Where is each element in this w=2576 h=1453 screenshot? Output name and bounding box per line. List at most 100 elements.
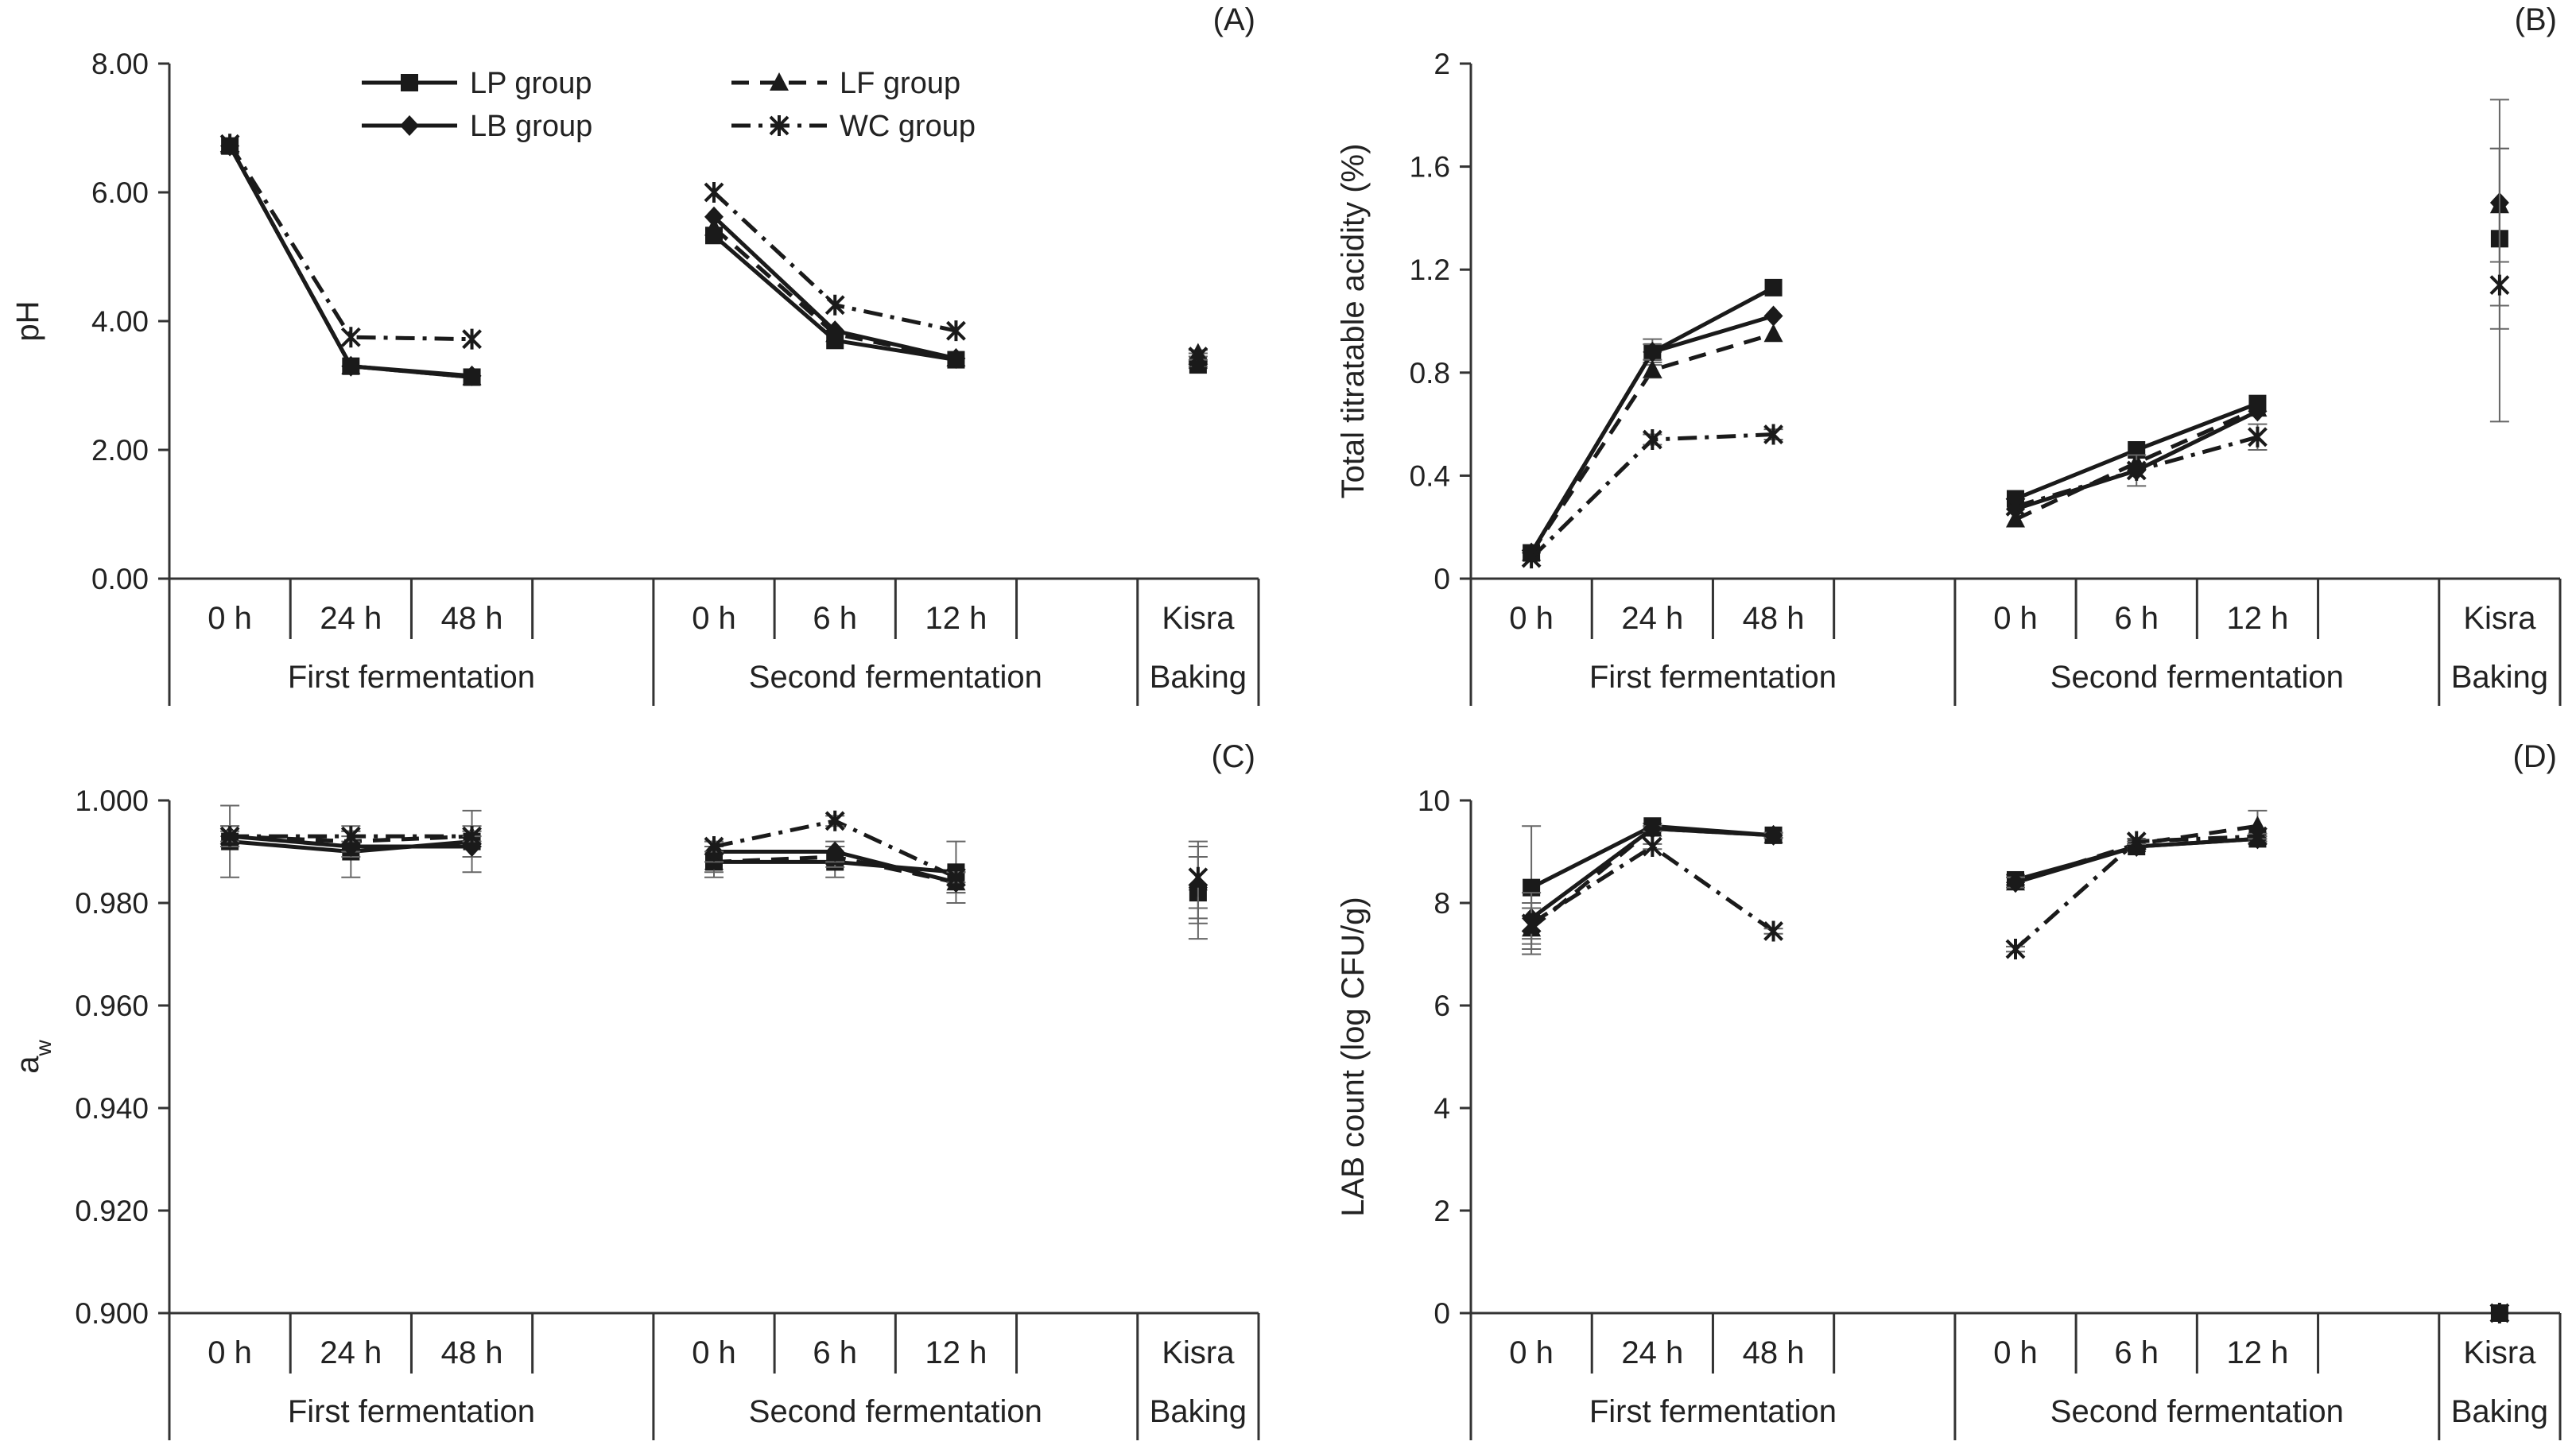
x-tick-label: 24 h — [1621, 601, 1683, 636]
panel-label: (C) — [1211, 739, 1255, 774]
data-point — [946, 320, 966, 342]
data-point — [946, 866, 966, 888]
x-tick-label: 24 h — [320, 1335, 382, 1370]
x-group-label: First fermentation — [1589, 1394, 1837, 1429]
panel-label: (D) — [2512, 739, 2557, 774]
data-point — [2489, 274, 2510, 296]
y-tick-label: 0.4 — [1410, 459, 1450, 492]
y-axis-label: aw — [10, 1039, 56, 1073]
panel-label: (B) — [2515, 2, 2557, 37]
legend-swatch-marker — [770, 72, 789, 91]
series-line — [2014, 406, 2259, 521]
data-point — [1188, 866, 1208, 888]
data-point — [2005, 496, 2026, 517]
y-tick-label: 2.00 — [91, 434, 149, 467]
y-tick-label: 2 — [1433, 48, 1450, 80]
data-point — [340, 327, 361, 348]
y-tick-label: 0 — [1433, 1297, 1450, 1330]
x-tick-label: Kisra — [1162, 1335, 1235, 1370]
data-point — [2006, 872, 2025, 893]
y-tick-label: 4.00 — [91, 305, 149, 338]
data-point — [704, 836, 724, 858]
data-point — [1643, 359, 1662, 378]
data-point — [219, 134, 240, 155]
x-tick-label: 48 h — [441, 601, 503, 636]
x-tick-label: 0 h — [208, 601, 252, 636]
x-tick-label: 0 h — [208, 1335, 252, 1370]
y-tick-label: 6.00 — [91, 176, 149, 209]
x-tick-label: 48 h — [441, 1335, 503, 1370]
y-tick-label: 6 — [1433, 990, 1450, 1022]
y-tick-label: 0.940 — [75, 1092, 149, 1125]
x-tick-label: 12 h — [2227, 1335, 2289, 1370]
legend-swatch-marker — [401, 74, 418, 91]
data-point — [1763, 824, 1783, 846]
data-point — [1763, 305, 1783, 327]
x-group-label: Second fermentation — [749, 1394, 1042, 1429]
series-line — [1530, 844, 1775, 933]
y-tick-label: 0.900 — [75, 1297, 149, 1330]
y-tick-label: 8.00 — [91, 48, 149, 80]
x-group-label: Second fermentation — [749, 660, 1042, 695]
data-point — [946, 347, 966, 369]
y-tick-label: 0.00 — [91, 563, 149, 595]
data-point — [2489, 1303, 2510, 1323]
x-group-label: First fermentation — [288, 1394, 535, 1429]
x-tick-label: 0 h — [1509, 1335, 1554, 1370]
x-group-label: Baking — [2451, 660, 2548, 695]
data-point — [462, 826, 482, 847]
legend-swatch-marker — [400, 115, 419, 136]
x-group-label: Second fermentation — [2050, 1394, 2344, 1429]
x-tick-label: 0 h — [1509, 601, 1554, 636]
series-line — [1530, 331, 1775, 554]
x-tick-label: Kisra — [2463, 601, 2536, 636]
data-point — [704, 182, 724, 203]
series-line — [227, 142, 472, 342]
x-tick-label: 0 h — [692, 1335, 736, 1370]
data-point — [824, 294, 845, 316]
data-point — [1763, 324, 1783, 343]
data-point — [2248, 826, 2268, 847]
data-point — [1763, 920, 1783, 942]
y-tick-label: 0.8 — [1410, 357, 1450, 389]
x-group-label: First fermentation — [1589, 660, 1837, 695]
panel-label: (A) — [1213, 2, 1255, 37]
y-axis-label: pH — [10, 300, 45, 341]
x-tick-label: 12 h — [925, 601, 987, 636]
panel-c: 0.900 0.920 0.940 0.960 0.980 1.000 aw 0 h 24 h 4… — [10, 739, 1260, 1440]
x-tick-label: Kisra — [1162, 601, 1235, 636]
data-point — [2005, 939, 2026, 960]
y-tick-label: 0.920 — [75, 1195, 149, 1227]
x-tick-label: 48 h — [1743, 601, 1805, 636]
panel-b: 0 0.4 0.8 1.2 1.6 2 Total titratable acidity (… — [1336, 2, 2562, 706]
y-tick-label: 4 — [1433, 1092, 1450, 1125]
x-tick-label: 0 h — [692, 601, 736, 636]
data-point — [1643, 818, 1662, 839]
data-point — [1764, 278, 1783, 296]
y-axis-label-main: a — [10, 1056, 45, 1074]
y-tick-label: 1.2 — [1410, 254, 1450, 286]
x-tick-label: 6 h — [813, 601, 857, 636]
data-point — [704, 206, 724, 227]
x-tick-label: 48 h — [1743, 1335, 1805, 1370]
y-tick-label: 0.980 — [75, 887, 149, 920]
y-tick-label: 2 — [1433, 1195, 1450, 1227]
y-tick-label: 0.960 — [75, 990, 149, 1022]
data-point — [341, 355, 361, 377]
data-point — [1521, 912, 1542, 934]
legend-label: LP group — [470, 67, 592, 100]
data-point — [462, 328, 482, 350]
y-tick-label: 0 — [1433, 563, 1450, 595]
legend-label: LB group — [470, 110, 592, 143]
x-tick-label: 6 h — [2114, 601, 2159, 636]
data-point — [1188, 346, 1208, 367]
data-point — [462, 365, 482, 386]
x-tick-label: Kisra — [2463, 1335, 2536, 1370]
legend-label: LF group — [840, 67, 960, 100]
y-axis-label: Total titratable acidity (%) — [1336, 144, 1371, 499]
data-point — [825, 841, 845, 862]
x-tick-label: 6 h — [2114, 1335, 2159, 1370]
x-tick-label: 24 h — [1621, 1335, 1683, 1370]
y-tick-label: 1.000 — [75, 785, 149, 817]
